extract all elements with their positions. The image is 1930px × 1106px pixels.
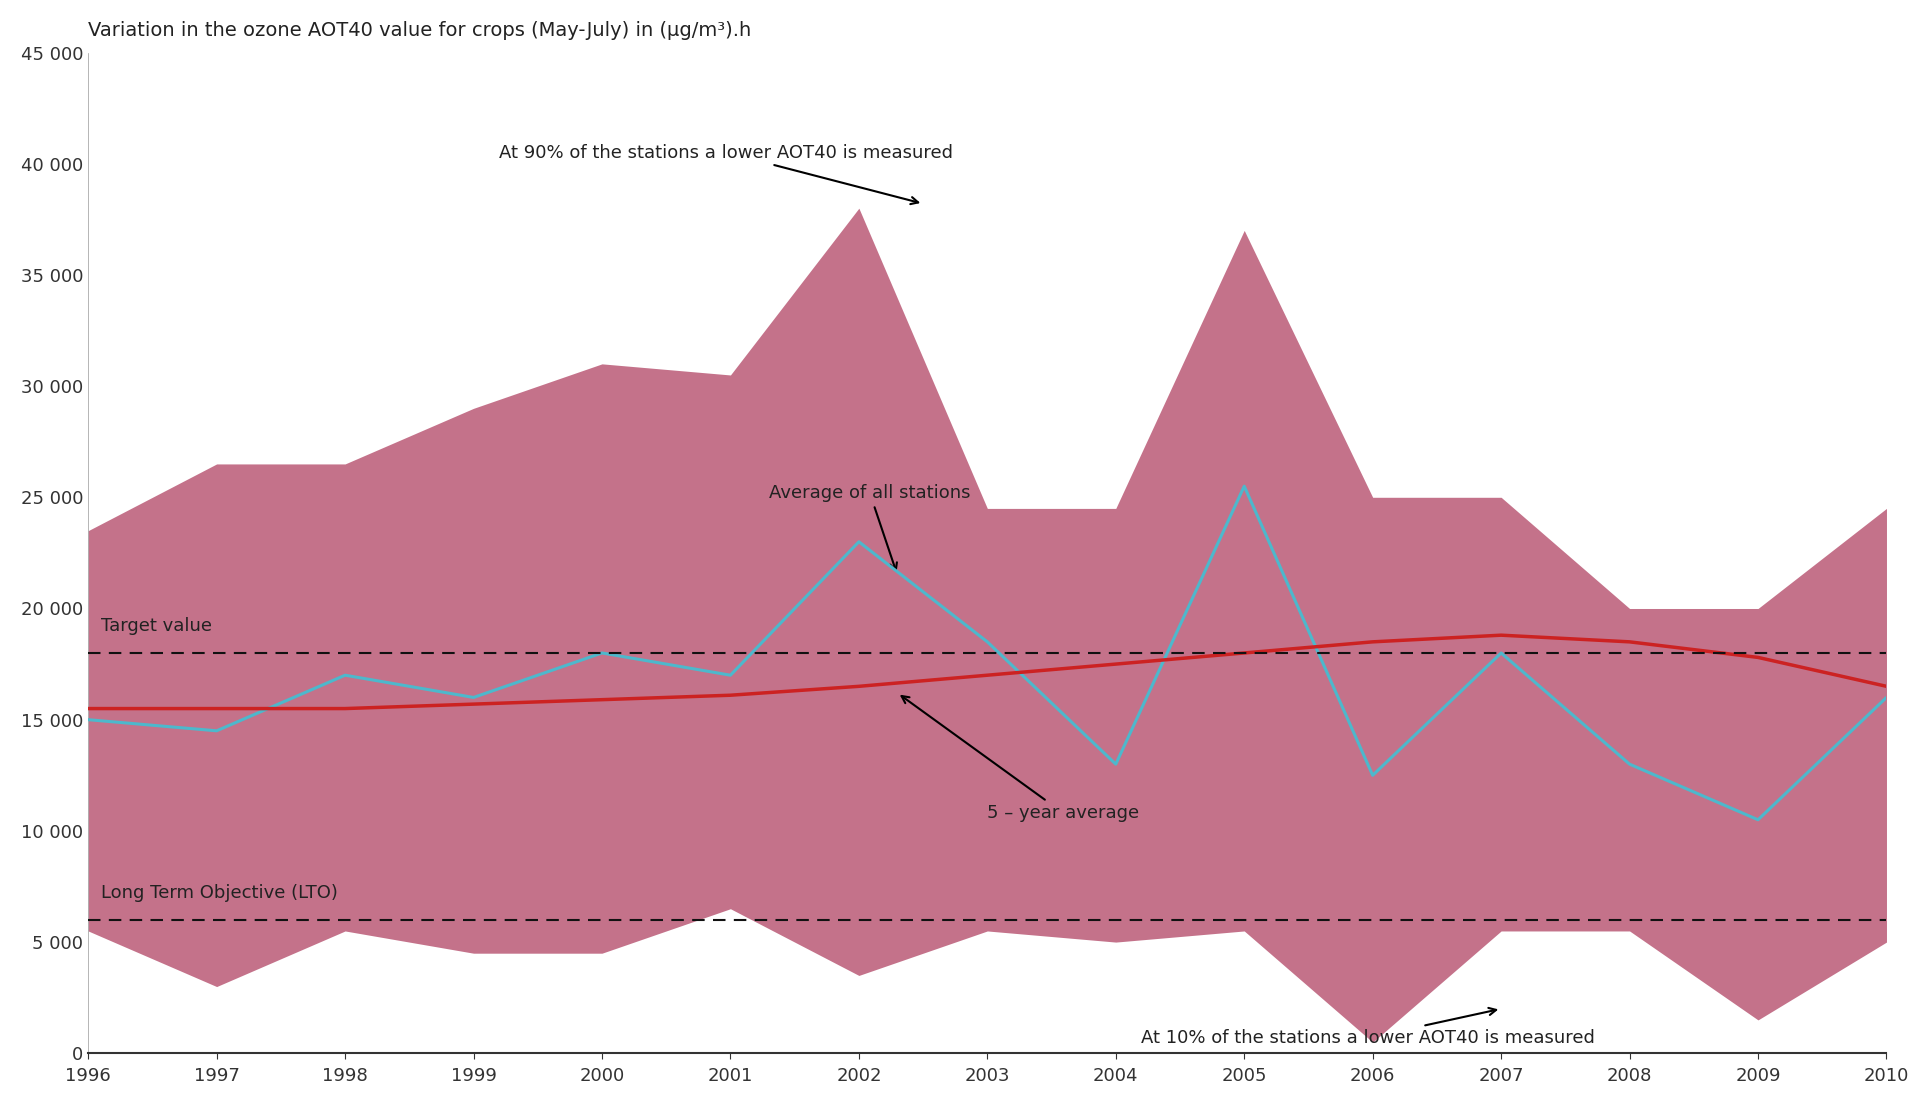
Text: 5 – year average: 5 – year average [901,696,1139,822]
Text: Average of all stations: Average of all stations [768,483,971,571]
Text: Variation in the ozone AOT40 value for crops (May-July) in (μg/m³).h: Variation in the ozone AOT40 value for c… [89,21,751,40]
Text: Target value: Target value [100,617,212,635]
Text: At 10% of the stations a lower AOT40 is measured: At 10% of the stations a lower AOT40 is … [1141,1008,1596,1046]
Text: At 90% of the stations a lower AOT40 is measured: At 90% of the stations a lower AOT40 is … [500,144,953,205]
Text: Long Term Objective (LTO): Long Term Objective (LTO) [100,884,338,902]
